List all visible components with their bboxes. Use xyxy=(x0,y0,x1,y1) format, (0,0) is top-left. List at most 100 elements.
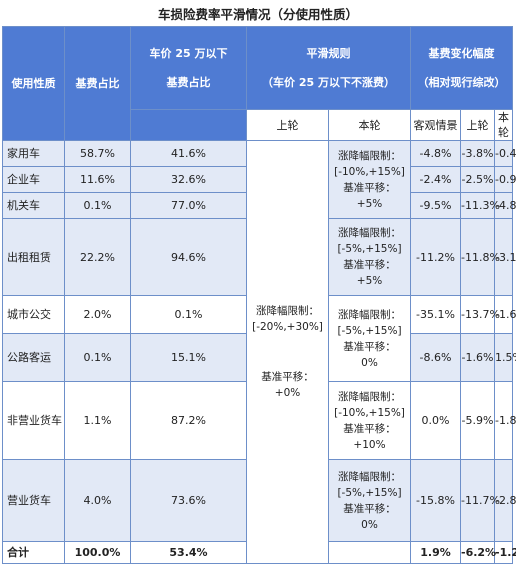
row-change-this: 1.5% xyxy=(493,333,516,382)
rule-line4: +10% xyxy=(353,438,386,451)
row-objective: -4.8% xyxy=(410,140,461,167)
row-under25-share: 0.1% xyxy=(130,295,247,334)
total-under25-share: 53.4% xyxy=(130,541,247,564)
this-round-rule: 涨降幅限制： [-5%,+15%] 基准平移： 0% xyxy=(328,295,411,382)
row-change-this: -3.1% xyxy=(493,218,516,296)
row-usage: 家用车 xyxy=(2,140,65,167)
rule-line1: 涨降幅限制： xyxy=(338,470,401,483)
row-change-prev: -11.8% xyxy=(460,218,500,296)
row-usage: 非营业货车 xyxy=(2,381,65,460)
this-round-rule: 涨降幅限制： [-10%,+15%] 基准平移： +5% xyxy=(328,140,411,219)
header-objective: 客观情景 xyxy=(410,109,461,141)
header-prev-round: 上轮 xyxy=(246,109,329,141)
page-title: 车损险费率平滑情况（分使用性质） xyxy=(157,7,358,22)
row-objective: -35.1% xyxy=(410,295,461,334)
this-round-rule: 涨降幅限制： [-5%,+15%] 基准平移： 0% xyxy=(328,459,411,542)
rule-line1: 涨降幅限制： xyxy=(338,227,401,239)
rule-line3: 基准平移： xyxy=(343,502,396,515)
header-usage: 使用性质 xyxy=(2,26,65,141)
row-objective: -8.6% xyxy=(410,333,461,382)
total-base-share: 100.0% xyxy=(64,541,131,564)
rule-line2: [-10%,+15%] xyxy=(334,165,405,178)
row-base-share: 1.1% xyxy=(64,381,131,460)
row-under25-share: 32.6% xyxy=(130,166,247,193)
row-under25-share: 87.2% xyxy=(130,381,247,460)
rule-line2: [-5%,+15%] xyxy=(337,324,402,337)
row-objective: 0.0% xyxy=(410,381,461,460)
row-change-prev: -2.5% xyxy=(460,166,495,193)
rule-line3: 基准平移： xyxy=(343,340,396,353)
row-under25-share: 41.6% xyxy=(130,140,247,167)
rule-line3: 基准平移： xyxy=(343,422,396,435)
row-usage: 城市公交 xyxy=(2,295,65,334)
header-change-bottom: （相对现行综改） xyxy=(417,76,506,89)
rule-line4: +5% xyxy=(356,197,383,210)
total-change-this: -1.2% xyxy=(493,541,516,564)
total-usage: 合计 xyxy=(2,541,65,564)
rule-line1: 涨降幅限制： xyxy=(338,149,401,162)
header-under25-blank xyxy=(130,109,247,141)
row-change-this: -4.8% xyxy=(493,192,516,219)
rule-line4: +5% xyxy=(356,275,383,287)
row-base-share: 11.6% xyxy=(64,166,131,193)
row-objective: -15.8% xyxy=(410,459,461,542)
prev-round-rule: 涨降幅限制： [-20%,+30%] 基准平移： +0% xyxy=(246,140,329,564)
row-under25-share: 15.1% xyxy=(130,333,247,382)
row-usage: 机关车 xyxy=(2,192,65,219)
row-objective: -2.4% xyxy=(410,166,461,193)
row-change-prev: -13.7% xyxy=(460,295,500,334)
row-change-this: -0.4% xyxy=(493,140,516,167)
header-smooth-rule: 平滑规则 （车价 25 万以下不涨费） xyxy=(246,26,411,110)
rule-line3: 基准平移： xyxy=(343,181,396,194)
row-base-share: 0.1% xyxy=(64,192,131,219)
header-this-round: 本轮 xyxy=(328,109,411,141)
row-usage: 营业货车 xyxy=(2,459,65,542)
row-change-prev: -11.3% xyxy=(460,192,500,219)
row-change-prev: -5.9% xyxy=(460,381,495,460)
prev-rule-line1: 涨降幅限制： xyxy=(256,305,319,317)
row-change-prev: -11.7% xyxy=(460,459,500,542)
total-this-round-blank xyxy=(328,541,411,564)
header-smooth-bottom: （车价 25 万以下不涨费） xyxy=(262,76,395,89)
row-under25-share: 73.6% xyxy=(130,459,247,542)
row-change-this: -1.8% xyxy=(493,381,516,460)
prev-rule-line4: +0% xyxy=(274,387,301,399)
row-change-this: -1.6% xyxy=(493,295,516,334)
row-base-share: 4.0% xyxy=(64,459,131,542)
row-change-prev: -3.8% xyxy=(460,140,495,167)
header-change-this: 本轮 xyxy=(493,109,514,141)
header-under25-bottom: 基费占比 xyxy=(166,76,211,89)
row-under25-share: 77.0% xyxy=(130,192,247,219)
header-change-prev: 上轮 xyxy=(460,109,495,141)
this-round-rule: 涨降幅限制： [-10%,+15%] 基准平移： +10% xyxy=(328,381,411,460)
row-change-this: -0.9% xyxy=(493,166,516,193)
total-objective: 1.9% xyxy=(410,541,461,564)
this-round-rule: 涨降幅限制： [-5%,+15%] 基准平移： +5% xyxy=(328,218,411,296)
rate-smoothing-table: 使用性质 基费占比 车价 25 万以下 基费占比 平滑规则 （车价 25 万以下… xyxy=(2,26,516,564)
row-base-share: 2.0% xyxy=(64,295,131,334)
row-objective: -9.5% xyxy=(410,192,461,219)
header-change-top: 基费变化幅度 xyxy=(428,47,495,60)
row-under25-share: 94.6% xyxy=(130,218,247,296)
rule-line4: 0% xyxy=(361,356,378,369)
header-under25-top: 车价 25 万以下 xyxy=(149,47,228,60)
header-smooth-top: 平滑规则 xyxy=(306,47,351,60)
row-base-share: 58.7% xyxy=(64,140,131,167)
rule-line2: [-5%,+15%] xyxy=(337,486,402,499)
header-base-share: 基费占比 xyxy=(64,26,131,141)
row-base-share: 0.1% xyxy=(64,333,131,382)
row-base-share: 22.2% xyxy=(64,218,131,296)
row-change-this: -2.8% xyxy=(493,459,516,542)
row-usage: 企业车 xyxy=(2,166,65,193)
prev-rule-line3: 基准平移： xyxy=(261,371,314,383)
row-objective: -11.2% xyxy=(410,218,461,296)
rule-line2: [-10%,+15%] xyxy=(334,406,405,419)
row-change-prev: -1.6% xyxy=(460,333,495,382)
header-under25: 车价 25 万以下 基费占比 xyxy=(130,26,247,110)
header-change: 基费变化幅度 （相对现行综改） xyxy=(409,26,514,110)
total-change-prev: -6.2% xyxy=(460,541,496,564)
rule-line4: 0% xyxy=(361,518,378,531)
rule-line1: 涨降幅限制： xyxy=(338,308,401,321)
rule-line3: 基准平移： xyxy=(343,259,396,271)
row-usage: 公路客运 xyxy=(2,333,65,382)
